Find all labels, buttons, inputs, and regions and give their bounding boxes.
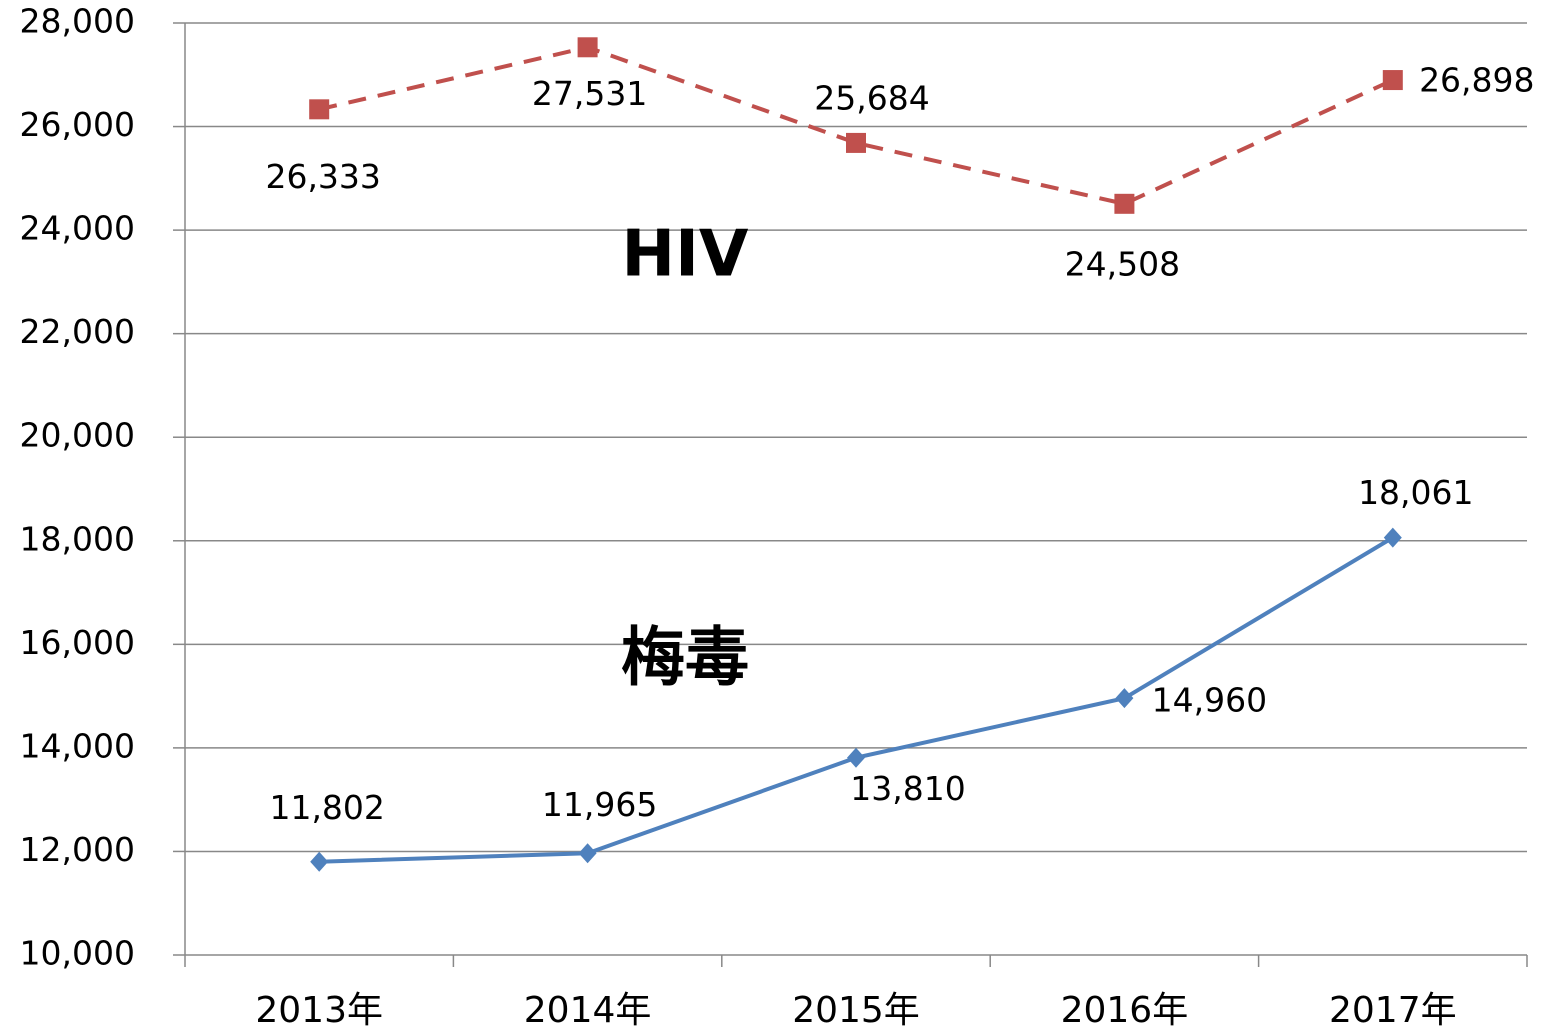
marker (1382, 70, 1403, 91)
data-label: 11,965 (542, 785, 657, 824)
x-tick-label: 2014年 (524, 990, 652, 1030)
data-label: 11,802 (269, 788, 384, 827)
y-tick-label: 22,000 (20, 312, 135, 351)
x-tick-label: 2013年 (255, 990, 383, 1030)
marker (578, 843, 597, 864)
data-label: 26,333 (265, 157, 380, 196)
y-tick-label: 16,000 (20, 623, 135, 662)
series-line (318, 45, 1394, 206)
y-tick-label: 10,000 (20, 934, 135, 973)
y-tick-label: 28,000 (20, 2, 135, 41)
marker (1114, 193, 1135, 214)
marker (309, 99, 330, 120)
marker (1115, 688, 1134, 709)
series-label: HIV (622, 218, 749, 292)
x-tick-label: 2017年 (1329, 990, 1457, 1030)
marker (1383, 527, 1402, 548)
series-label: 梅毒 (621, 622, 749, 696)
y-tick-label: 26,000 (20, 105, 135, 144)
data-label: 26,898 (1419, 61, 1534, 100)
y-tick-label: 24,000 (20, 209, 135, 248)
y-tick-label: 18,000 (20, 519, 135, 558)
y-tick-label: 12,000 (20, 830, 135, 869)
data-label: 25,684 (814, 78, 929, 117)
data-label: 24,508 (1065, 244, 1180, 283)
data-label: 27,531 (532, 74, 647, 113)
data-label: 18,061 (1358, 473, 1473, 512)
marker (846, 132, 866, 153)
x-tick-label: 2016年 (1061, 990, 1189, 1030)
y-tick-label: 14,000 (20, 726, 135, 765)
data-label: 14,960 (1152, 681, 1267, 720)
x-tick-label: 2015年 (792, 990, 920, 1030)
y-tick-label: 20,000 (20, 416, 135, 455)
marker (310, 851, 329, 872)
marker (847, 747, 865, 768)
data-label: 13,810 (850, 769, 965, 808)
marker (577, 37, 598, 58)
